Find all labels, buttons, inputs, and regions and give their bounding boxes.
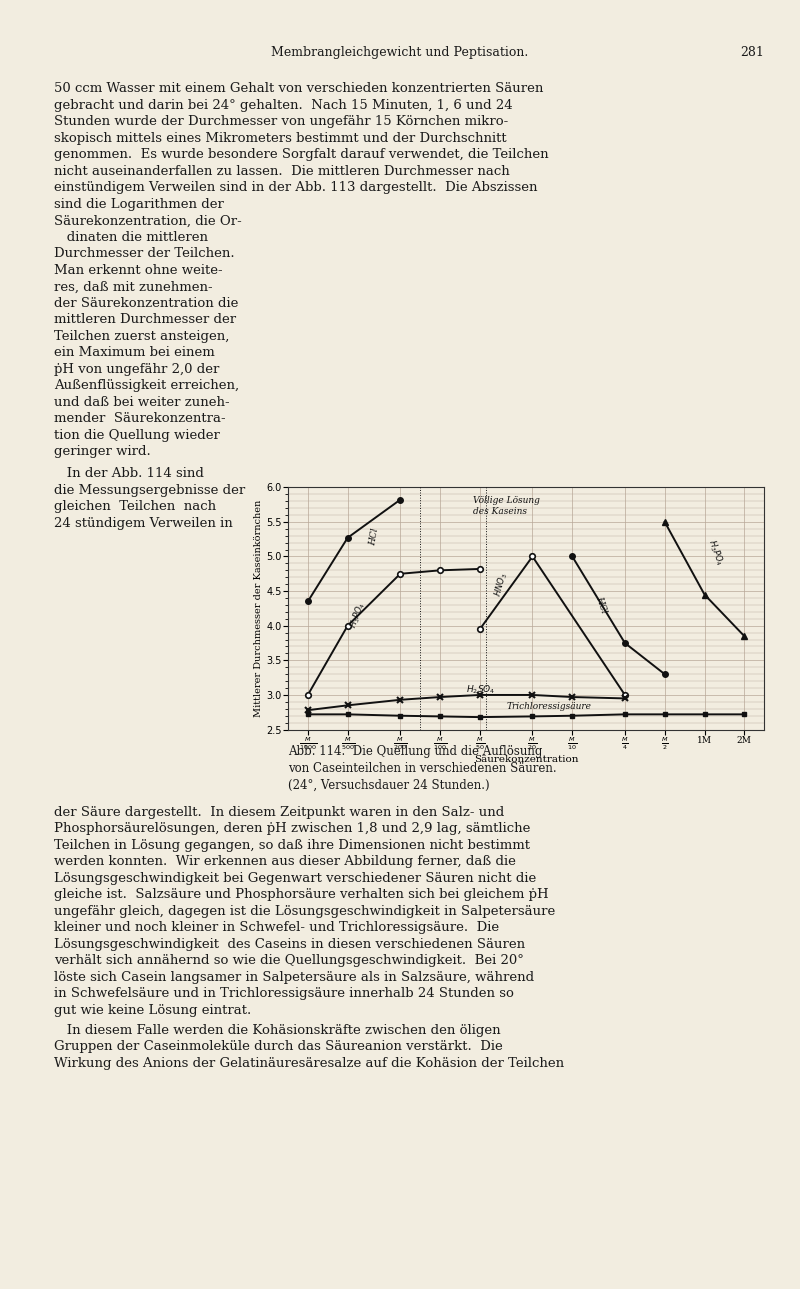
Text: In diesem Falle werden die Kohäsionskräfte zwischen den öligen: In diesem Falle werden die Kohäsionskräf…	[54, 1023, 501, 1036]
Text: Abb. 114.  Die Quellung und die Auflösung: Abb. 114. Die Quellung und die Auflösung	[288, 745, 542, 758]
Text: tion die Quellung wieder: tion die Quellung wieder	[54, 429, 220, 442]
Text: ein Maximum bei einem: ein Maximum bei einem	[54, 347, 215, 360]
Text: Gruppen der Caseinmoleküle durch das Säureanion verstärkt.  Die: Gruppen der Caseinmoleküle durch das Säu…	[54, 1040, 503, 1053]
Text: der Säurekonzentration die: der Säurekonzentration die	[54, 296, 238, 309]
Text: gleiche ist.  Salzsäure und Phosphorsäure verhalten sich bei gleichem ṗH: gleiche ist. Salzsäure und Phosphorsäure…	[54, 888, 549, 901]
Text: die Messungsergebnisse der: die Messungsergebnisse der	[54, 483, 246, 496]
Text: skopisch mittels eines Mikrometers bestimmt und der Durchschnitt: skopisch mittels eines Mikrometers besti…	[54, 131, 507, 144]
Text: genommen.  Es wurde besondere Sorgfalt darauf verwendet, die Teilchen: genommen. Es wurde besondere Sorgfalt da…	[54, 148, 549, 161]
Text: $H_2SO_4$: $H_2SO_4$	[466, 684, 496, 696]
Text: von Caseinteilchen in verschiedenen Säuren.: von Caseinteilchen in verschiedenen Säur…	[288, 762, 557, 775]
X-axis label: Säurekonzentration: Säurekonzentration	[474, 755, 578, 764]
Text: und daß bei weiter zuneh-: und daß bei weiter zuneh-	[54, 396, 230, 409]
Text: Man erkennt ohne weite-: Man erkennt ohne weite-	[54, 264, 223, 277]
Text: 24 stündigem Verweilen in: 24 stündigem Verweilen in	[54, 517, 233, 530]
Text: Lösungsgeschwindigkeit bei Gegenwart verschiedener Säuren nicht die: Lösungsgeschwindigkeit bei Gegenwart ver…	[54, 871, 537, 884]
Text: 281: 281	[740, 46, 764, 59]
Text: einstündigem Verweilen sind in der Abb. 113 dargestellt.  Die Abszissen: einstündigem Verweilen sind in der Abb. …	[54, 182, 538, 195]
Text: verhält sich annähernd so wie die Quellungsgeschwindigkeit.  Bei 20°: verhält sich annähernd so wie die Quellu…	[54, 954, 524, 967]
Text: ṗH von ungefähr 2,0 der: ṗH von ungefähr 2,0 der	[54, 363, 220, 376]
Text: der Säure dargestellt.  In diesem Zeitpunkt waren in den Salz- und: der Säure dargestellt. In diesem Zeitpun…	[54, 806, 505, 819]
Text: (24°, Versuchsdauer 24 Stunden.): (24°, Versuchsdauer 24 Stunden.)	[288, 779, 490, 791]
Text: HCl: HCl	[594, 596, 608, 615]
Text: Lösungsgeschwindigkeit  des Caseins in diesen verschiedenen Säuren: Lösungsgeschwindigkeit des Caseins in di…	[54, 937, 526, 950]
Text: nicht auseinanderfallen zu lassen.  Die mittleren Durchmesser nach: nicht auseinanderfallen zu lassen. Die m…	[54, 165, 510, 178]
Text: mittleren Durchmesser der: mittleren Durchmesser der	[54, 313, 237, 326]
Text: dinaten die mittleren: dinaten die mittleren	[54, 231, 208, 244]
Text: $H_3PO_4$: $H_3PO_4$	[347, 601, 369, 630]
Text: HCl: HCl	[368, 527, 380, 547]
Text: Trichloressigsäure: Trichloressigsäure	[506, 701, 591, 710]
Text: 50 ccm Wasser mit einem Gehalt von verschieden konzentrierten Säuren: 50 ccm Wasser mit einem Gehalt von versc…	[54, 82, 544, 95]
Text: ungefähr gleich, dagegen ist die Lösungsgeschwindigkeit in Salpetersäure: ungefähr gleich, dagegen ist die Lösungs…	[54, 905, 556, 918]
Text: Membrangleichgewicht und Peptisation.: Membrangleichgewicht und Peptisation.	[271, 46, 529, 59]
Text: Stunden wurde der Durchmesser von ungefähr 15 Körnchen mikro-: Stunden wurde der Durchmesser von ungefä…	[54, 116, 509, 129]
Text: gebracht und darin bei 24° gehalten.  Nach 15 Minuten, 1, 6 und 24: gebracht und darin bei 24° gehalten. Nac…	[54, 99, 513, 112]
Text: Teilchen zuerst ansteigen,: Teilchen zuerst ansteigen,	[54, 330, 230, 343]
Text: res, daß mit zunehmen-: res, daß mit zunehmen-	[54, 281, 213, 294]
Text: Teilchen in Lösung gegangen, so daß ihre Dimensionen nicht bestimmt: Teilchen in Lösung gegangen, so daß ihre…	[54, 839, 530, 852]
Text: Phosphorsäurelösungen, deren ṗH zwischen 1,8 und 2,9 lag, sämtliche: Phosphorsäurelösungen, deren ṗH zwischen…	[54, 822, 530, 835]
Text: sind die Logarithmen der: sind die Logarithmen der	[54, 199, 224, 211]
Text: In der Abb. 114 sind: In der Abb. 114 sind	[54, 467, 204, 480]
Text: Wirkung des Anions der Gelatinäuresäresalze auf die Kohäsion der Teilchen: Wirkung des Anions der Gelatinäuresäresa…	[54, 1057, 565, 1070]
Text: gut wie keine Lösung eintrat.: gut wie keine Lösung eintrat.	[54, 1004, 252, 1017]
Text: Säurekonzentration, die Or-: Säurekonzentration, die Or-	[54, 214, 242, 227]
Text: mender  Säurekonzentra-: mender Säurekonzentra-	[54, 412, 226, 425]
Text: Völlige Lösung
des Kaseins: Völlige Lösung des Kaseins	[473, 496, 540, 516]
Text: werden konnten.  Wir erkennen aus dieser Abbildung ferner, daß die: werden konnten. Wir erkennen aus dieser …	[54, 855, 516, 867]
Text: Durchmesser der Teilchen.: Durchmesser der Teilchen.	[54, 247, 235, 260]
Text: in Schwefelsäure und in Trichloressigsäure innerhalb 24 Stunden so: in Schwefelsäure und in Trichloressigsäu…	[54, 987, 514, 1000]
Text: geringer wird.: geringer wird.	[54, 446, 151, 459]
Text: Außenflüssigkeit erreichen,: Außenflüssigkeit erreichen,	[54, 379, 239, 392]
Text: $HNO_3$: $HNO_3$	[492, 571, 510, 598]
Text: gleichen  Teilchen  nach: gleichen Teilchen nach	[54, 500, 217, 513]
Text: kleiner und noch kleiner in Schwefel- und Trichloressigsäure.  Die: kleiner und noch kleiner in Schwefel- un…	[54, 922, 499, 935]
Text: $H_3PO_4$: $H_3PO_4$	[705, 538, 726, 568]
Text: löste sich Casein langsamer in Salpetersäure als in Salzsäure, während: löste sich Casein langsamer in Salpeters…	[54, 971, 534, 984]
Y-axis label: Mittlerer Durchmesser der Kaseinkörnchen: Mittlerer Durchmesser der Kaseinkörnchen	[254, 500, 263, 717]
